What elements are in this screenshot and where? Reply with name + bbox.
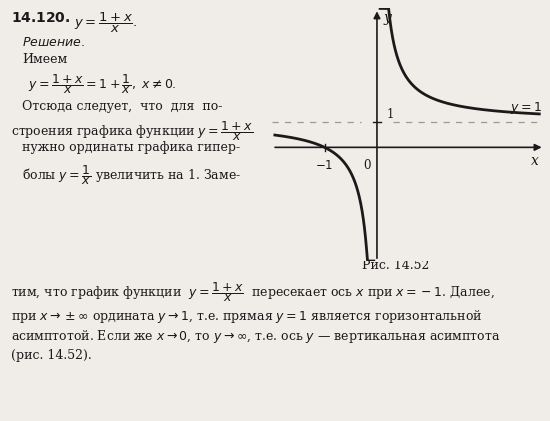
Text: y: y — [383, 11, 391, 25]
Text: (рис. 14.52).: (рис. 14.52). — [11, 349, 92, 362]
Text: асимптотой. Если же $x \to 0$, то $y \to \infty$, т.е. ось $y$ — вертикальная ас: асимптотой. Если же $x \to 0$, то $y \to… — [11, 328, 500, 345]
Text: при $x \to \pm\infty$ ордината $y \to 1$, т.е. прямая $y = 1$ является горизонта: при $x \to \pm\infty$ ордината $y \to 1$… — [11, 308, 482, 325]
Text: Имеем: Имеем — [22, 53, 67, 66]
Text: $y=1$: $y=1$ — [510, 100, 542, 116]
Text: $\it{Решение}.$: $\it{Решение}.$ — [22, 36, 85, 49]
Text: $\mathbf{14.120.}$: $\mathbf{14.120.}$ — [11, 11, 70, 24]
Text: $-1$: $-1$ — [316, 159, 334, 172]
Text: $y = \dfrac{1+x}{x} = 1 + \dfrac{1}{x},\; x \neq 0.$: $y = \dfrac{1+x}{x} = 1 + \dfrac{1}{x},\… — [28, 72, 176, 96]
Text: 1: 1 — [386, 108, 394, 121]
Text: 0: 0 — [363, 159, 371, 172]
Text: строения графика функции $y = \dfrac{1+x}{x}$: строения графика функции $y = \dfrac{1+x… — [11, 119, 253, 143]
Text: x: x — [531, 154, 539, 168]
Text: $y = \dfrac{1+x}{x}.$: $y = \dfrac{1+x}{x}.$ — [74, 11, 138, 35]
Text: тим, что график функции  $y = \dfrac{1+x}{x}$  пересекает ось $x$ при $x = -1$. : тим, что график функции $y = \dfrac{1+x}… — [11, 280, 495, 304]
Text: Рис. 14.52: Рис. 14.52 — [362, 259, 430, 272]
Text: болы $y = \dfrac{1}{x}$ увеличить на 1. Заме-: болы $y = \dfrac{1}{x}$ увеличить на 1. … — [22, 163, 241, 187]
Text: Отсюда следует,  что  для  по-: Отсюда следует, что для по- — [22, 100, 222, 113]
Text: нужно ординаты графика гипер-: нужно ординаты графика гипер- — [22, 141, 240, 155]
